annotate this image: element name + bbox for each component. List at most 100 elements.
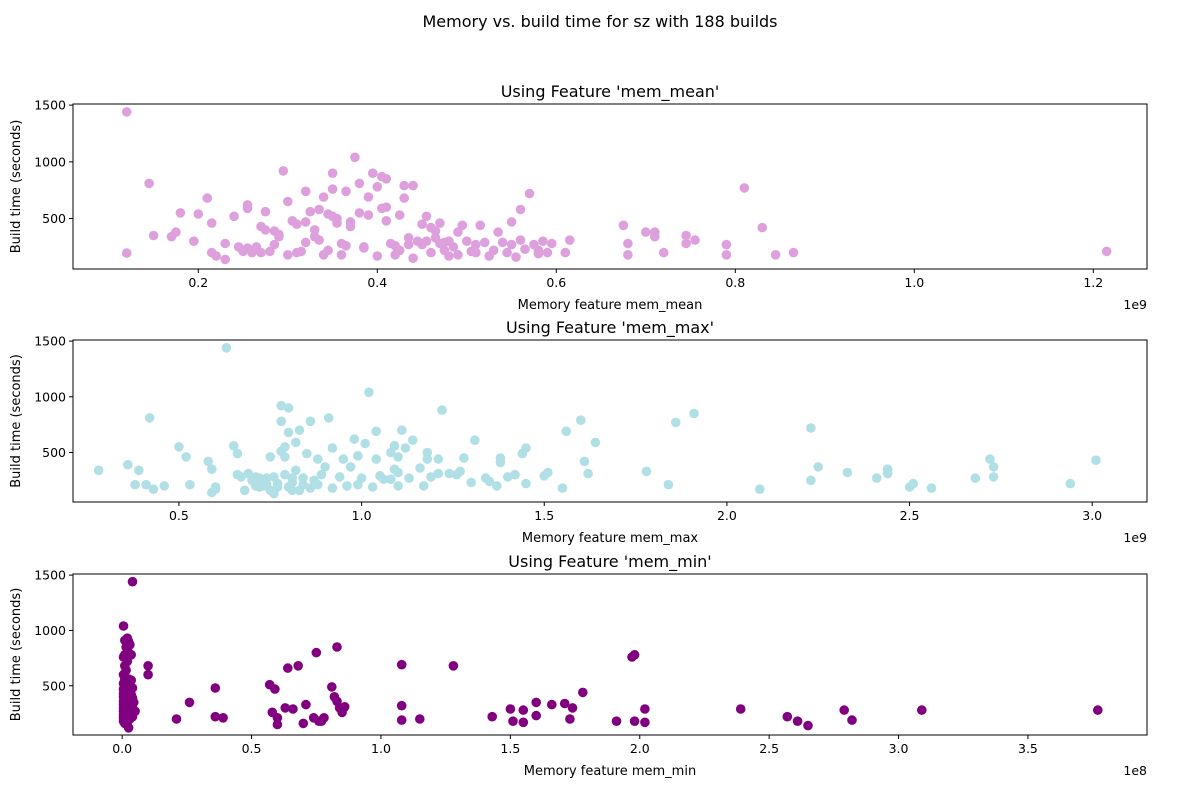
data-point	[345, 221, 356, 232]
plot-frame	[72, 103, 1148, 270]
data-point	[521, 443, 531, 453]
data-point	[623, 238, 633, 249]
data-point	[175, 208, 186, 218]
x-tick-label: 1.5	[500, 741, 520, 756]
data-point	[323, 245, 333, 256]
data-point	[294, 425, 305, 436]
subplot-title: Using Feature 'mem_min'	[508, 552, 711, 572]
x-tick-label: 0.6	[546, 275, 566, 290]
data-point	[515, 204, 526, 215]
plot-frame	[72, 339, 1148, 503]
data-point	[531, 710, 541, 721]
data-point	[148, 484, 159, 495]
data-point	[681, 230, 691, 241]
data-point	[444, 468, 455, 479]
data-point	[407, 435, 418, 446]
data-point	[359, 243, 369, 253]
data-point	[193, 209, 204, 219]
data-point	[336, 250, 347, 260]
data-point	[121, 665, 131, 676]
data-point	[283, 403, 294, 413]
data-point	[372, 182, 383, 192]
data-point	[305, 483, 316, 493]
y-tick-label: 1500	[34, 334, 66, 349]
data-point	[300, 186, 311, 197]
data-point	[127, 683, 138, 693]
data-point	[430, 226, 441, 236]
data-point	[543, 467, 553, 478]
data-point	[394, 245, 405, 256]
y-tick-label: 500	[42, 445, 66, 460]
data-point	[433, 468, 444, 479]
data-point	[417, 219, 427, 229]
data-point	[327, 483, 338, 493]
data-point	[418, 481, 429, 491]
data-point	[493, 227, 503, 237]
y-axis-label: Build time (seconds)	[9, 588, 24, 722]
data-point	[318, 192, 329, 202]
data-point	[1101, 246, 1112, 257]
data-point	[301, 699, 311, 710]
data-point	[521, 478, 531, 489]
data-point	[313, 454, 323, 464]
data-point	[408, 253, 418, 263]
subplot-1: Using Feature 'mem_mean' 0.2 0.4 0.6 0.8 1.0 1…	[9, 82, 1148, 313]
data-point	[270, 684, 280, 694]
data-point	[300, 237, 311, 248]
data-point	[314, 204, 324, 215]
data-point	[640, 704, 650, 714]
data-point	[518, 717, 529, 728]
data-point	[531, 697, 541, 708]
data-point	[806, 423, 816, 433]
data-point	[228, 441, 239, 451]
data-point	[206, 218, 217, 228]
data-point	[148, 230, 159, 241]
data-point	[435, 218, 445, 228]
data-point	[590, 437, 601, 448]
x-tick-label: 0.0	[112, 741, 132, 756]
data-point	[283, 427, 294, 438]
data-point	[291, 437, 301, 448]
data-point	[663, 479, 674, 490]
data-point	[203, 456, 213, 467]
data-point	[232, 448, 243, 459]
data-point	[334, 472, 345, 482]
data-point	[839, 705, 849, 715]
data-point	[309, 225, 320, 235]
data-point	[280, 469, 290, 480]
data-point	[220, 254, 230, 265]
data-point	[623, 250, 633, 260]
data-point	[426, 472, 436, 482]
data-point	[782, 711, 793, 722]
data-point	[272, 719, 283, 730]
data-point	[721, 239, 732, 250]
data-point	[641, 466, 652, 477]
data-point	[813, 462, 823, 472]
data-point	[426, 247, 436, 258]
data-point	[272, 482, 283, 492]
data-point	[210, 683, 221, 693]
data-point	[502, 247, 512, 258]
data-point	[121, 107, 132, 117]
data-point	[506, 239, 517, 250]
data-point	[367, 482, 378, 492]
data-point	[1093, 705, 1103, 715]
data-point	[121, 248, 132, 258]
x-tick-label: 1.5	[534, 508, 554, 523]
data-point	[757, 222, 767, 233]
data-point	[721, 250, 732, 260]
data-point	[985, 454, 995, 464]
data-point	[444, 251, 454, 261]
data-point	[118, 621, 129, 631]
data-point	[658, 247, 669, 258]
data-point	[415, 463, 425, 473]
data-point	[487, 711, 498, 722]
data-point	[484, 476, 495, 487]
x-tick-label: 2.0	[630, 741, 650, 756]
data-point	[567, 703, 578, 713]
x-tick-label: 2.5	[900, 508, 920, 523]
data-point	[345, 462, 356, 472]
data-point	[511, 252, 521, 262]
data-point	[561, 426, 571, 437]
